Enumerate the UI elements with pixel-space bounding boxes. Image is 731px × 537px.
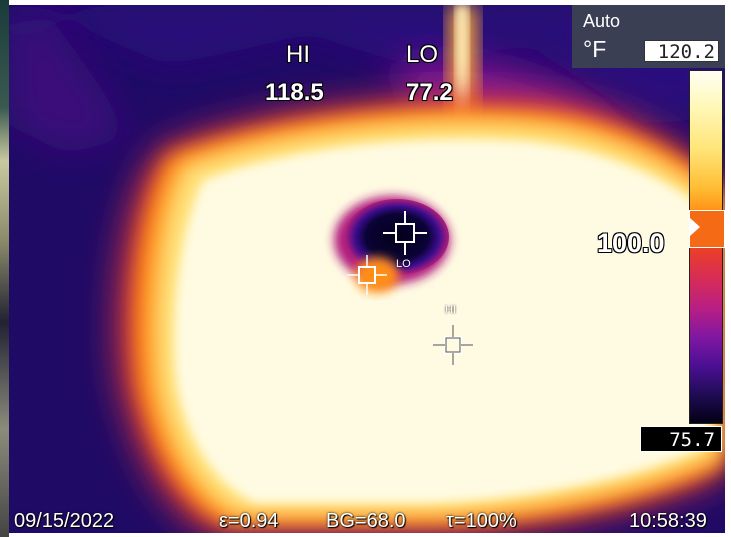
temperature-unit: °F bbox=[583, 36, 607, 62]
hi-spot-marker[interactable] bbox=[433, 325, 473, 365]
background-temperature: BG=68.0 bbox=[326, 510, 406, 532]
level-value: 100.0 bbox=[597, 228, 665, 258]
lo-spot-tag: LO bbox=[396, 258, 411, 270]
lo-label: LO bbox=[406, 41, 439, 68]
transmission-setting: τ=100% bbox=[446, 510, 517, 532]
hi-temperature-value: 118.5 bbox=[265, 79, 324, 106]
capture-date: 09/15/2022 bbox=[14, 510, 115, 532]
level-arrow-icon bbox=[690, 218, 700, 236]
capture-time: 10:58:39 bbox=[629, 510, 707, 532]
lo-spot-marker[interactable] bbox=[347, 255, 387, 295]
thermal-image-view[interactable]: LO HI HI LO 118.5 77.2 Auto °F 12 bbox=[9, 5, 725, 533]
center-crosshair bbox=[383, 211, 427, 255]
thermal-image bbox=[9, 5, 725, 533]
hi-label: HI bbox=[286, 41, 310, 68]
scale-mode-label: Auto bbox=[583, 11, 621, 31]
scale-max-value: 120.2 bbox=[644, 40, 719, 63]
lo-temperature-value: 77.2 bbox=[406, 79, 453, 106]
adjacent-window-edge bbox=[0, 0, 9, 537]
hi-spot-tag: HI bbox=[445, 304, 456, 316]
scale-min-value: 75.7 bbox=[640, 426, 722, 452]
emissivity-setting: ε=0.94 bbox=[219, 510, 279, 532]
